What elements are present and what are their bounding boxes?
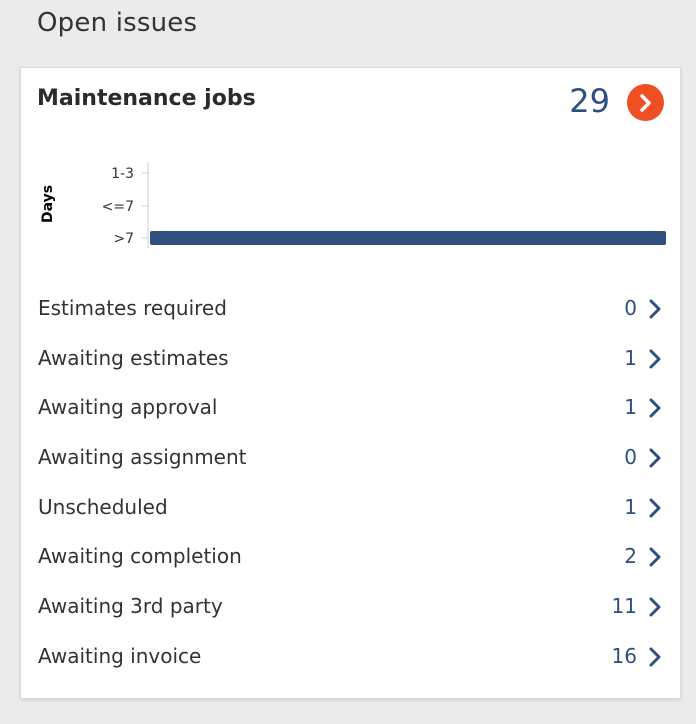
chevron-right-icon[interactable]: [647, 546, 663, 568]
y-tick-label: <=7: [102, 199, 134, 215]
chevron-right-icon[interactable]: [647, 497, 663, 519]
status-count[interactable]: 2: [624, 544, 637, 569]
status-count[interactable]: 0: [624, 296, 637, 320]
chevron-right-icon: [639, 93, 651, 112]
status-label: Estimates required: [38, 296, 227, 320]
card-title: Maintenance jobs: [37, 86, 256, 111]
status-count[interactable]: 1: [624, 395, 637, 420]
chevron-right-icon[interactable]: [647, 447, 663, 469]
status-count[interactable]: 0: [624, 445, 637, 470]
status-list: Estimates required 0 Awaiting estimates 1 Aw…: [21, 285, 682, 683]
status-label: Awaiting approval: [38, 395, 218, 420]
status-row[interactable]: Awaiting approval 1: [21, 384, 682, 434]
chevron-right-icon[interactable]: [647, 397, 663, 419]
y-tick-label: 1-3: [111, 166, 134, 182]
chevron-right-icon[interactable]: [647, 596, 663, 618]
status-count[interactable]: 1: [624, 345, 637, 370]
y-tick-label: >7: [113, 231, 134, 247]
status-label: Awaiting 3rd party: [38, 594, 223, 619]
status-count[interactable]: 16: [611, 643, 637, 668]
status-row[interactable]: Estimates required 0: [21, 285, 682, 335]
chevron-right-icon[interactable]: [647, 646, 663, 668]
status-label: Awaiting estimates: [38, 345, 229, 370]
status-row[interactable]: Awaiting invoice 16: [21, 633, 682, 683]
open-maintenance-jobs-button[interactable]: [627, 84, 664, 121]
days-bar-chart: Days 1-3 <=7 >7: [40, 162, 666, 248]
status-row[interactable]: Awaiting assignment 0: [21, 434, 682, 484]
status-label: Awaiting completion: [38, 544, 242, 569]
chevron-right-icon[interactable]: [647, 298, 663, 320]
maintenance-jobs-card: Maintenance jobs 29 Days 1-3 <=7 >7 Estima…: [20, 67, 681, 699]
status-count[interactable]: 1: [624, 494, 637, 519]
total-count[interactable]: 29: [569, 82, 610, 120]
chevron-right-icon[interactable]: [647, 348, 663, 370]
status-label: Awaiting assignment: [38, 445, 247, 470]
y-axis-label: Days: [40, 185, 56, 223]
status-row[interactable]: Awaiting estimates 1: [21, 335, 682, 385]
status-row[interactable]: Unscheduled 1: [21, 484, 682, 534]
status-label: Unscheduled: [38, 494, 168, 519]
bar[interactable]: [150, 231, 666, 245]
status-count[interactable]: 11: [611, 594, 637, 619]
section-title: Open issues: [37, 8, 198, 38]
status-row[interactable]: Awaiting 3rd party 11: [21, 583, 682, 633]
status-row[interactable]: Awaiting completion 2: [21, 533, 682, 583]
status-label: Awaiting invoice: [38, 643, 202, 668]
